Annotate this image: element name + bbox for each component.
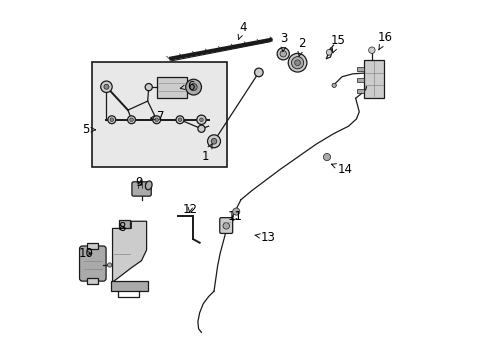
FancyBboxPatch shape: [219, 218, 232, 233]
Bar: [356, 78, 363, 82]
Text: 14: 14: [331, 163, 352, 176]
Circle shape: [190, 84, 197, 91]
Circle shape: [129, 118, 133, 122]
Circle shape: [207, 135, 220, 148]
Bar: [92, 62, 226, 167]
Text: 2: 2: [297, 37, 305, 56]
Circle shape: [196, 115, 206, 125]
Circle shape: [232, 208, 239, 215]
Bar: [356, 89, 363, 93]
Circle shape: [176, 116, 183, 124]
Circle shape: [110, 118, 113, 122]
Text: 3: 3: [280, 32, 287, 51]
Text: 15: 15: [329, 33, 345, 53]
Text: 13: 13: [254, 231, 275, 244]
Bar: [156, 77, 187, 98]
Circle shape: [197, 116, 205, 124]
Circle shape: [291, 57, 303, 69]
Circle shape: [287, 53, 306, 72]
Circle shape: [294, 60, 300, 66]
Circle shape: [152, 116, 160, 124]
Circle shape: [211, 138, 217, 144]
Circle shape: [145, 84, 152, 91]
Bar: [110, 281, 148, 291]
Text: 5: 5: [82, 123, 95, 136]
Circle shape: [198, 125, 204, 132]
Polygon shape: [112, 221, 146, 282]
Circle shape: [223, 223, 229, 229]
Text: 1: 1: [201, 144, 212, 163]
Text: 16: 16: [377, 31, 392, 50]
Circle shape: [155, 118, 158, 122]
Bar: [86, 278, 98, 284]
FancyBboxPatch shape: [80, 246, 106, 281]
Circle shape: [254, 68, 263, 77]
Circle shape: [108, 116, 116, 124]
Text: 7: 7: [150, 111, 164, 123]
Text: 9: 9: [135, 176, 143, 189]
Circle shape: [178, 118, 182, 122]
Bar: [86, 243, 98, 249]
Circle shape: [185, 79, 201, 95]
Circle shape: [280, 50, 286, 57]
Text: 8: 8: [118, 221, 125, 234]
Circle shape: [323, 153, 330, 161]
Circle shape: [325, 49, 331, 55]
Circle shape: [368, 47, 374, 53]
Bar: [363, 59, 384, 98]
Text: 4: 4: [238, 21, 246, 40]
Circle shape: [331, 83, 336, 87]
Bar: [119, 220, 129, 228]
Circle shape: [104, 84, 109, 89]
Circle shape: [277, 48, 289, 60]
Ellipse shape: [145, 181, 152, 190]
Bar: [356, 67, 363, 71]
Circle shape: [101, 81, 112, 93]
Text: 12: 12: [182, 203, 197, 216]
Circle shape: [127, 116, 135, 124]
Circle shape: [199, 118, 203, 122]
Text: 11: 11: [227, 210, 243, 223]
Text: 6: 6: [180, 80, 194, 93]
Text: 10: 10: [79, 247, 93, 260]
FancyBboxPatch shape: [132, 182, 151, 196]
Circle shape: [107, 263, 112, 267]
